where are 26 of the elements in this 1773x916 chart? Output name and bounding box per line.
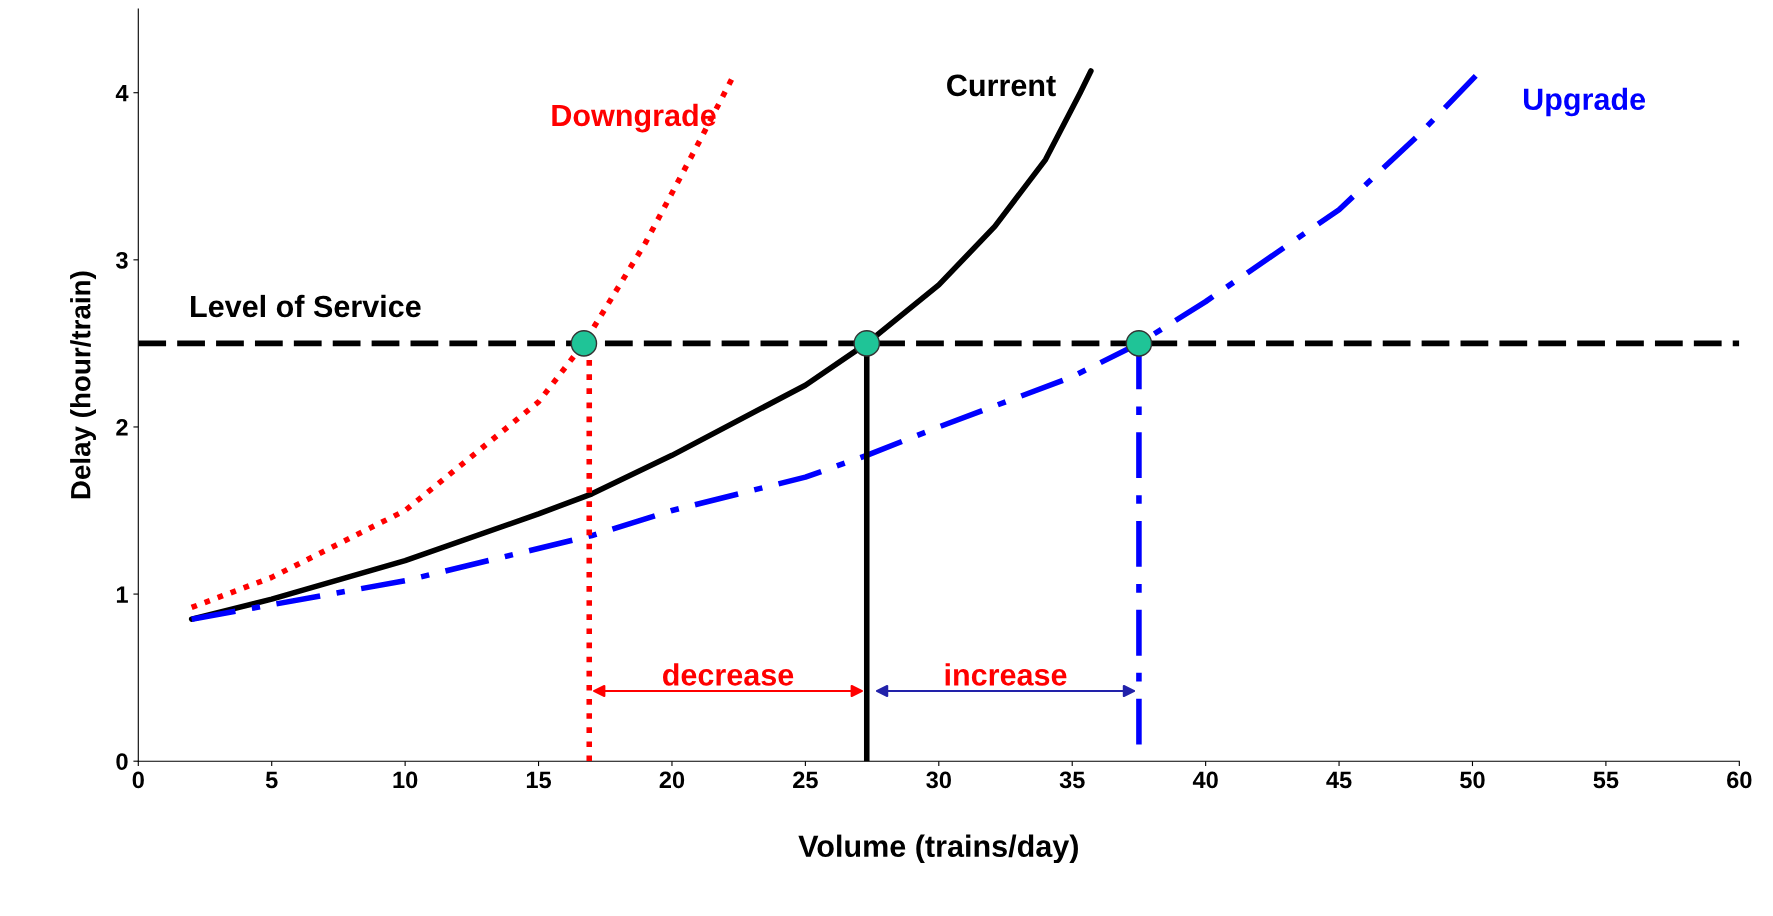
series-label: Downgrade bbox=[552, 103, 716, 133]
x-tick-label: 30 bbox=[926, 771, 951, 789]
annotation: decrease bbox=[663, 663, 794, 686]
x-tick-label: 60 bbox=[1727, 771, 1752, 789]
y-tick-label: 3 bbox=[115, 251, 128, 269]
x-tick-label: 40 bbox=[1192, 771, 1218, 789]
x-tick-label: 55 bbox=[1593, 771, 1619, 789]
series-label: Current bbox=[947, 74, 1056, 97]
y-axis-title: Delay (hour/train) bbox=[70, 271, 96, 499]
y-tick-label: 0 bbox=[116, 753, 128, 770]
x-axis-title: Volume (trains/day) bbox=[798, 834, 1078, 864]
x-tick-label: 5 bbox=[265, 771, 278, 789]
series-label: Upgrade bbox=[1523, 87, 1646, 117]
y-tick-label: 4 bbox=[115, 85, 129, 102]
x-tick-label: 10 bbox=[393, 771, 418, 789]
x-tick-label: 20 bbox=[659, 771, 685, 789]
annotation: increase bbox=[945, 663, 1067, 686]
x-tick-label: 15 bbox=[526, 771, 552, 789]
y-tick-label: 2 bbox=[116, 419, 128, 436]
x-tick-label: 25 bbox=[793, 771, 818, 789]
ref-line-label: Level of Service bbox=[191, 294, 421, 318]
y-tick-label: 1 bbox=[116, 586, 128, 603]
x-tick-label: 35 bbox=[1059, 771, 1085, 789]
x-tick-label: 0 bbox=[132, 771, 144, 789]
x-tick-label: 45 bbox=[1326, 771, 1352, 789]
x-tick-label: 50 bbox=[1460, 771, 1485, 789]
